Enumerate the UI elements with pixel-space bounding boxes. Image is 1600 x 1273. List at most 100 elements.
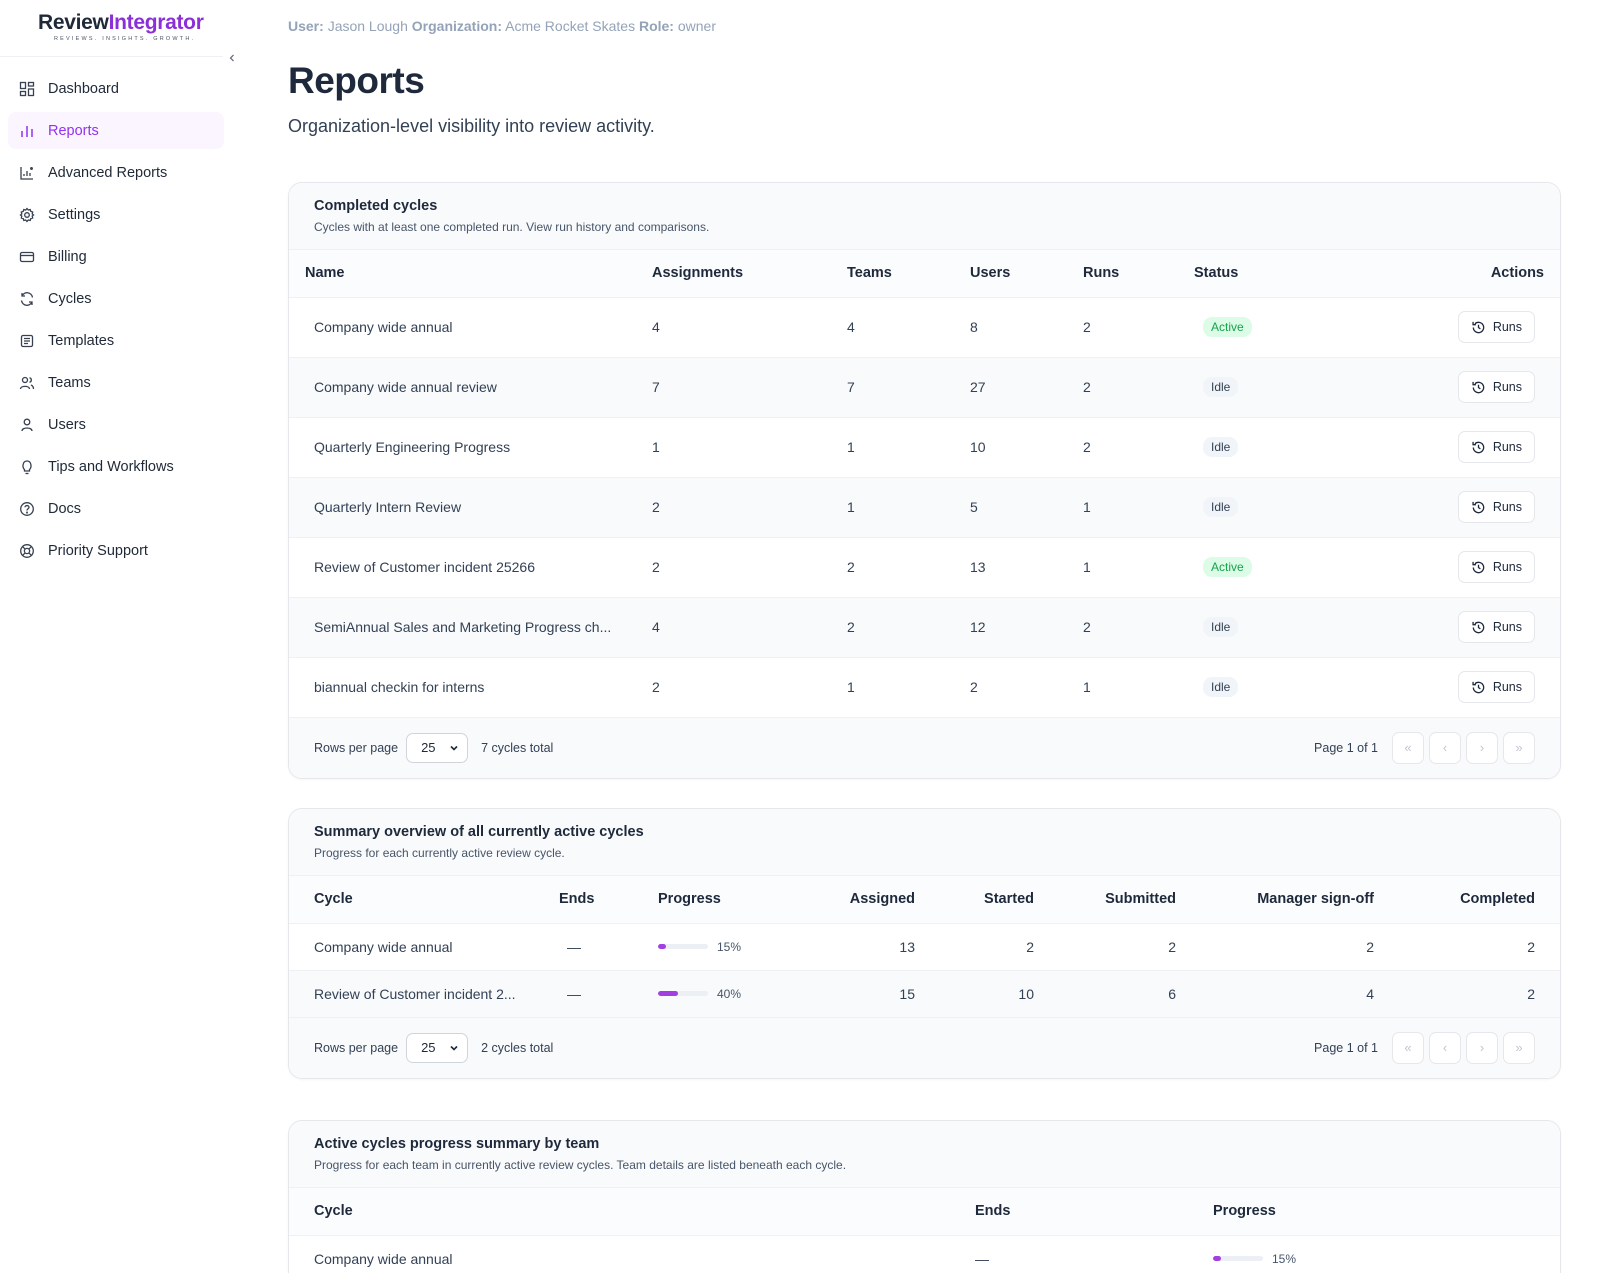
completed-cycles-table: Name Assignments Teams Users Runs Status… bbox=[289, 250, 1560, 718]
history-icon bbox=[1472, 561, 1485, 573]
cycle-name-cell: biannual checkin for interns bbox=[289, 657, 652, 718]
view-runs-button[interactable]: Runs bbox=[1457, 371, 1535, 403]
column-header-status[interactable]: Status bbox=[1194, 250, 1414, 298]
column-header-cycle[interactable]: Cycle bbox=[289, 1188, 975, 1236]
progress-fill bbox=[1213, 1256, 1221, 1261]
column-header-progress[interactable]: Progress bbox=[1213, 1188, 1560, 1236]
chevron-left-icon: ‹ bbox=[1442, 740, 1448, 755]
sidebar-item-cycles[interactable]: Cycles bbox=[8, 280, 224, 317]
status-badge: Idle bbox=[1203, 677, 1239, 697]
column-header-submitted[interactable]: Submitted bbox=[1034, 876, 1176, 924]
next-page-button[interactable]: › bbox=[1466, 731, 1498, 764]
view-runs-button[interactable]: Runs bbox=[1457, 671, 1535, 703]
sidebar-item-users[interactable]: Users bbox=[8, 406, 224, 443]
rows-per-page-select[interactable]: 25 bbox=[406, 732, 469, 763]
chevrons-left-icon: « bbox=[1404, 1040, 1412, 1055]
column-header-ends[interactable]: Ends bbox=[559, 876, 658, 924]
sidebar-item-label: Advanced Reports bbox=[48, 164, 168, 181]
sidebar-item-tips-and-workflows[interactable]: Tips and Workflows bbox=[8, 448, 224, 485]
column-header-ends[interactable]: Ends bbox=[975, 1188, 1213, 1236]
progress-bar bbox=[658, 944, 708, 949]
last-page-button[interactable]: » bbox=[1503, 1031, 1535, 1064]
progress-cell: 15% bbox=[1213, 1235, 1560, 1273]
runs-cell: 1 bbox=[1083, 477, 1194, 538]
actions-cell: Runs bbox=[1414, 297, 1560, 358]
column-header-assignments[interactable]: Assignments bbox=[652, 250, 847, 298]
sidebar-item-billing[interactable]: Billing bbox=[8, 238, 224, 275]
sidebar-item-label: Teams bbox=[48, 374, 91, 391]
sidebar-item-advanced-reports[interactable]: Advanced Reports bbox=[8, 154, 224, 191]
logo[interactable]: ReviewIntegrator REVIEWS. INSIGHTS. GROW… bbox=[0, 0, 232, 57]
sidebar-item-teams[interactable]: Teams bbox=[8, 364, 224, 401]
page-info: Page 1 of 1 bbox=[1314, 740, 1378, 755]
column-header-assigned[interactable]: Assigned bbox=[800, 876, 915, 924]
view-runs-button[interactable]: Runs bbox=[1457, 431, 1535, 463]
teams-cell: 2 bbox=[847, 537, 970, 598]
users-cell: 27 bbox=[970, 357, 1083, 418]
sidebar-item-label: Dashboard bbox=[48, 80, 119, 97]
table-row: Quarterly Engineering Progress 1 1 10 2 Idle R… bbox=[289, 417, 1560, 478]
refresh-icon bbox=[18, 290, 36, 308]
page-subtitle: Organization-level visibility into revie… bbox=[288, 116, 655, 136]
status-badge: Active bbox=[1203, 557, 1252, 577]
sidebar-item-settings[interactable]: Settings bbox=[8, 196, 224, 233]
last-page-button[interactable]: » bbox=[1503, 731, 1535, 764]
status-badge: Idle bbox=[1203, 617, 1239, 637]
users-cell: 2 bbox=[970, 657, 1083, 718]
previous-page-button[interactable]: ‹ bbox=[1429, 1031, 1461, 1064]
previous-page-button[interactable]: ‹ bbox=[1429, 731, 1461, 764]
total-count: 2 cycles total bbox=[481, 1040, 554, 1055]
manager-sign-off-cell: 2 bbox=[1176, 923, 1374, 971]
role-value: owner bbox=[677, 18, 716, 34]
progress-percent: 15% bbox=[717, 939, 742, 954]
ends-cell: — bbox=[559, 970, 658, 1018]
started-cell: 10 bbox=[915, 970, 1034, 1018]
view-runs-button[interactable]: Runs bbox=[1457, 551, 1535, 583]
cycle-name-cell: SemiAnnual Sales and Marketing Progress … bbox=[289, 597, 652, 658]
lightbulb-icon bbox=[18, 458, 36, 476]
next-page-button[interactable]: › bbox=[1466, 1031, 1498, 1064]
status-cell: Idle bbox=[1194, 417, 1414, 478]
teams-cell: 2 bbox=[847, 597, 970, 658]
sidebar-item-reports[interactable]: Reports bbox=[8, 112, 224, 149]
chevrons-left-icon: « bbox=[1404, 740, 1412, 755]
users-cell: 5 bbox=[970, 477, 1083, 538]
view-runs-button[interactable]: Runs bbox=[1457, 311, 1535, 343]
column-header-started[interactable]: Started bbox=[915, 876, 1034, 924]
first-page-button[interactable]: « bbox=[1392, 1031, 1424, 1064]
card-header: Completed cycles Cycles with at least on… bbox=[289, 183, 1560, 250]
button-label: Runs bbox=[1492, 680, 1522, 694]
assignments-cell: 2 bbox=[652, 477, 847, 538]
table-row: Company wide annual — 15% bbox=[289, 1235, 1560, 1273]
actions-cell: Runs bbox=[1414, 537, 1560, 598]
column-header-progress[interactable]: Progress bbox=[658, 876, 800, 924]
pagination: Page 1 of 1 « ‹ › » bbox=[1314, 731, 1535, 764]
first-page-button[interactable]: « bbox=[1392, 731, 1424, 764]
team-progress-table: Cycle Ends Progress Company wide annual —… bbox=[289, 1188, 1560, 1273]
rows-per-page-select[interactable]: 25 bbox=[406, 1032, 469, 1063]
button-label: Runs bbox=[1492, 560, 1522, 574]
user-name: Jason Lough bbox=[327, 18, 408, 34]
sidebar-item-dashboard[interactable]: Dashboard bbox=[8, 70, 224, 107]
column-header-name[interactable]: Name bbox=[289, 250, 652, 298]
table-row: biannual checkin for interns 2 1 2 1 Idle Runs bbox=[289, 657, 1560, 718]
table-row: Company wide annual —15% 13 2 2 2 2 bbox=[289, 923, 1560, 971]
card-description: Progress for each currently active revie… bbox=[314, 846, 565, 860]
sidebar-item-priority-support[interactable]: Priority Support bbox=[8, 532, 224, 569]
view-runs-button[interactable]: Runs bbox=[1457, 491, 1535, 523]
sidebar-item-label: Users bbox=[48, 416, 86, 433]
column-header-completed[interactable]: Completed bbox=[1374, 876, 1560, 924]
column-header-runs[interactable]: Runs bbox=[1083, 250, 1194, 298]
view-runs-button[interactable]: Runs bbox=[1457, 611, 1535, 643]
column-header-users[interactable]: Users bbox=[970, 250, 1083, 298]
teams-cell: 1 bbox=[847, 477, 970, 538]
sidebar-collapse-button[interactable] bbox=[223, 49, 241, 67]
table-header-row: Cycle Ends Progress Assigned Started Sub… bbox=[289, 876, 1560, 924]
sidebar-item-docs[interactable]: Docs bbox=[8, 490, 224, 527]
column-header-manager-sign-off[interactable]: Manager sign-off bbox=[1176, 876, 1374, 924]
cycle-name-cell: Review of Customer incident 25266 bbox=[289, 537, 652, 598]
column-header-cycle[interactable]: Cycle bbox=[289, 876, 559, 924]
column-header-teams[interactable]: Teams bbox=[847, 250, 970, 298]
teams-cell: 1 bbox=[847, 417, 970, 478]
sidebar-item-templates[interactable]: Templates bbox=[8, 322, 224, 359]
